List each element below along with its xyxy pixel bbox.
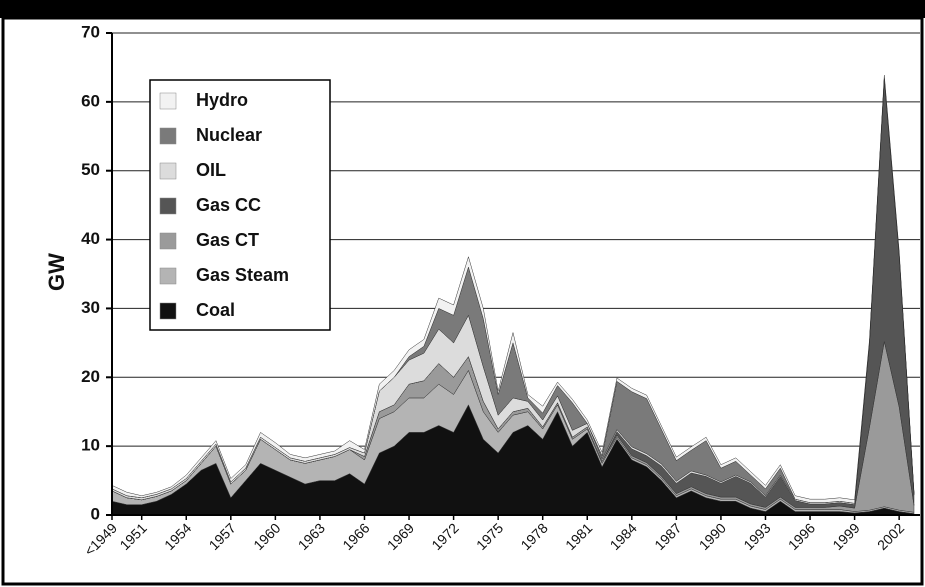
y-tick-label: 10 [81, 436, 100, 455]
legend-swatch [159, 127, 177, 145]
x-tick-label: 2002 [874, 520, 907, 553]
legend-swatch [159, 197, 177, 215]
y-tick-label: 60 [81, 91, 100, 110]
x-tick-label: 1972 [428, 520, 461, 553]
legend-label: Gas CT [196, 230, 259, 250]
y-axis-label: GW [44, 253, 69, 291]
x-tick-label: 1981 [562, 520, 595, 553]
x-tick-label: 1969 [384, 520, 417, 553]
legend-swatch [159, 232, 177, 250]
legend-swatch [159, 92, 177, 110]
x-tick-label: 1963 [295, 520, 328, 553]
y-tick-label: 70 [81, 22, 100, 41]
x-tick-label: 1975 [473, 520, 506, 553]
x-tick-label: 1978 [517, 520, 550, 553]
legend-label: Hydro [196, 90, 248, 110]
x-tick-label: 1951 [116, 520, 149, 553]
x-tick-label: <1949 [81, 520, 120, 559]
x-tick-label: 1990 [696, 520, 729, 553]
legend-swatch [159, 162, 177, 180]
y-tick-label: 20 [81, 367, 100, 386]
legend-label: Nuclear [196, 125, 262, 145]
area [111, 74, 915, 504]
x-tick-label: 1996 [785, 520, 818, 553]
x-tick-label: 1993 [740, 520, 773, 553]
top-bar [0, 0, 925, 18]
legend-label: Gas CC [196, 195, 261, 215]
x-tick-label: 1987 [651, 520, 684, 553]
x-tick-label: 1966 [339, 520, 372, 553]
x-tick-label: 1957 [206, 520, 239, 553]
x-tick-label: 1984 [607, 520, 640, 553]
legend-label: Gas Steam [196, 265, 289, 285]
legend-label: Coal [196, 300, 235, 320]
legend [149, 79, 331, 331]
y-tick-label: 0 [91, 504, 100, 523]
y-tick-label: 50 [81, 160, 100, 179]
x-tick-label: 1999 [829, 520, 862, 553]
frame [1, 16, 924, 586]
legend-swatch [159, 302, 177, 320]
y-tick-label: 30 [81, 298, 100, 317]
x-tick-label: 1954 [161, 520, 194, 553]
legend-label: OIL [196, 160, 226, 180]
legend-swatch [159, 267, 177, 285]
y-tick-label: 40 [81, 229, 100, 248]
x-tick-label: 1960 [250, 520, 283, 553]
